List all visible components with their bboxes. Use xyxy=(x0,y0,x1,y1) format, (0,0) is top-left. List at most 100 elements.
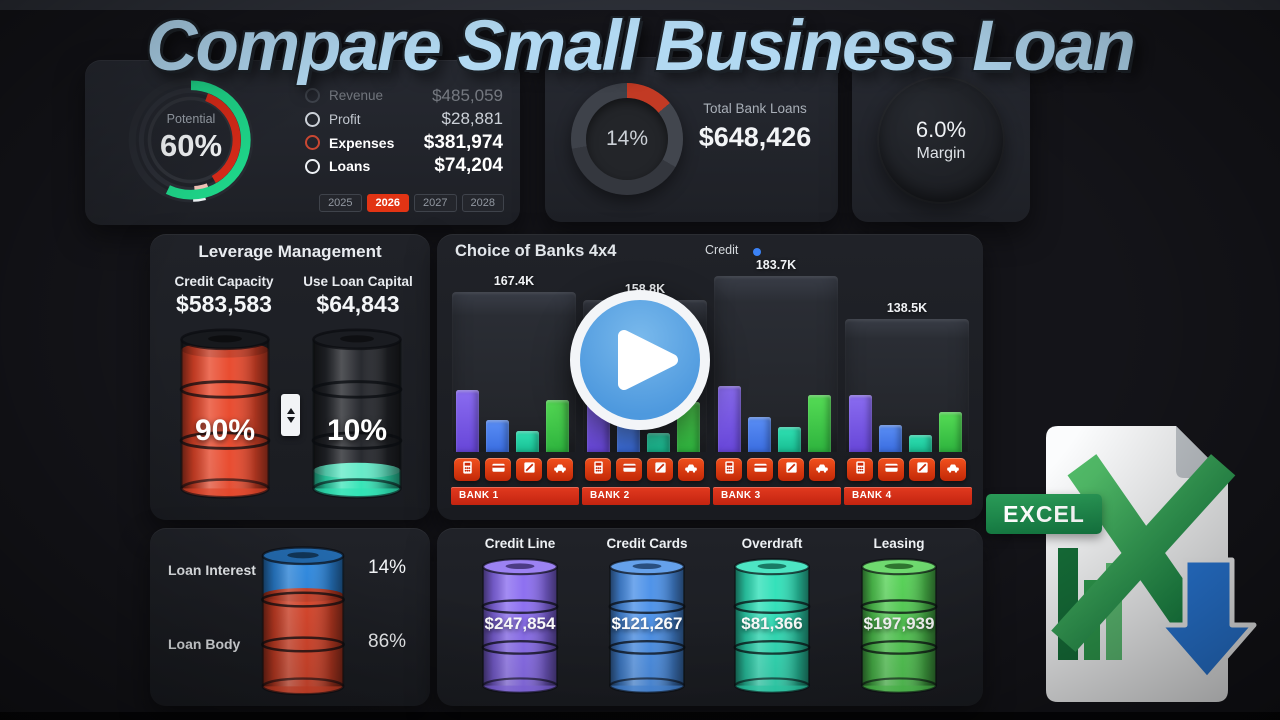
year-button-2026[interactable]: 2026 xyxy=(366,194,410,212)
legend-row-expenses[interactable]: Expenses $381,974 xyxy=(305,131,503,155)
calculator-icon-button[interactable] xyxy=(716,458,742,481)
legend-label: Expenses xyxy=(329,134,395,151)
credit-capacity-barrel: 90% xyxy=(172,326,278,504)
car-icon xyxy=(552,460,568,480)
excel-download-graphic: EXCEL xyxy=(980,420,1280,717)
loans-donut-chart: 14% xyxy=(571,83,683,195)
calculator-icon xyxy=(722,460,737,480)
credit-card-icon xyxy=(491,460,506,480)
credit-bar-value: 167.4K xyxy=(493,274,535,288)
percent-icon-button[interactable] xyxy=(909,458,935,481)
bank-group-1: 167.4K BANK 1 xyxy=(451,234,579,510)
credit-bar-value: 138.5K xyxy=(886,301,928,315)
stepper-down-icon[interactable] xyxy=(286,416,295,427)
loans-value: $648,426 xyxy=(698,122,812,152)
calculator-icon xyxy=(853,460,868,480)
leverage-title: Leverage Management xyxy=(198,242,382,261)
car-icon-button[interactable] xyxy=(678,458,704,481)
legend-value: $381,974 xyxy=(423,131,503,153)
loan-interest-value: 14% xyxy=(368,557,407,578)
credit-bar-value: 183.7K xyxy=(755,258,797,272)
calculator-icon-button[interactable] xyxy=(847,458,873,481)
car-icon xyxy=(683,460,699,480)
sub-bar-purple xyxy=(718,386,741,452)
year-button-2027[interactable]: 2027 xyxy=(414,194,457,212)
percent-icon xyxy=(915,460,930,480)
calculator-icon xyxy=(591,460,606,480)
legend-row-loans[interactable]: Loans $74,204 xyxy=(305,155,503,179)
margin-label: Margin xyxy=(916,145,966,162)
bank-group-3: 183.7K BANK 3 xyxy=(713,234,841,510)
car-icon-button[interactable] xyxy=(940,458,966,481)
percent-icon-button[interactable] xyxy=(778,458,804,481)
banks-chart-title: Choice of Banks 4x4 xyxy=(455,242,617,260)
donut-percent: 14% xyxy=(605,127,649,150)
car-icon-button[interactable] xyxy=(809,458,835,481)
bank-bar-chart: 167.4K BANK 1 158.8K BANK 2 183.7K BANK … xyxy=(437,234,983,520)
credit-card-icon-button[interactable] xyxy=(616,458,642,481)
percent-icon-button[interactable] xyxy=(647,458,673,481)
credit-card-icon xyxy=(622,460,637,480)
loan-interest-panel: Loan Interest 14% Loan Body 86% xyxy=(150,528,430,706)
sub-bar-green xyxy=(939,412,962,452)
product-label: Credit Cards xyxy=(606,536,688,551)
product-value: $81,366 xyxy=(741,614,803,633)
use-loan-capital-barrel: 10% xyxy=(304,326,410,504)
percent-icon-button[interactable] xyxy=(516,458,542,481)
top-strip xyxy=(0,0,1280,10)
product-value: $247,854 xyxy=(484,614,556,633)
use-loan-capital-label: Use Loan Capital xyxy=(303,274,413,289)
credit-card-icon-button[interactable] xyxy=(747,458,773,481)
legend-label: Profit xyxy=(329,111,361,127)
loans-text: Total Bank Loans $648,426 xyxy=(679,101,831,153)
loan-body-value: 86% xyxy=(368,631,407,652)
potential-gauge xyxy=(128,77,254,203)
car-icon-button[interactable] xyxy=(547,458,573,481)
product-label: Leasing xyxy=(873,536,925,551)
product-value: $197,939 xyxy=(863,614,935,633)
loan-products-panel: Credit Line $247,854 Credit Cards $121,26… xyxy=(437,528,983,706)
sub-bar-blue xyxy=(879,425,902,452)
sub-bar-teal xyxy=(778,427,801,452)
percent-stepper[interactable] xyxy=(281,394,300,436)
credit-card-icon-button[interactable] xyxy=(878,458,904,481)
legend-row-revenue[interactable]: Revenue $485,059 xyxy=(305,84,503,108)
leverage-panel: Leverage Management Credit Capacity $583… xyxy=(150,234,430,520)
percent-icon xyxy=(522,460,537,480)
barrel-graphic xyxy=(179,328,271,499)
loan-interest-label: Loan Interest xyxy=(168,562,256,578)
bank-category-bar[interactable]: BANK 2 xyxy=(582,487,710,505)
legend-label: Revenue xyxy=(329,88,384,104)
margin-circle: 6.0% Margin xyxy=(877,76,1005,204)
credit-capacity-percent: 90% xyxy=(194,414,256,447)
loans-label: Total Bank Loans xyxy=(703,101,807,116)
product-label: Overdraft xyxy=(741,536,803,551)
video-title: Compare Small Business Loan xyxy=(146,7,1136,86)
bank-category-bar[interactable]: BANK 4 xyxy=(844,487,972,505)
product-item-2: Credit Cards $121,267 xyxy=(585,528,709,706)
sub-bar-green xyxy=(546,400,569,452)
barrel-graphic xyxy=(261,546,345,696)
calculator-icon-button[interactable] xyxy=(585,458,611,481)
bank-category-bar[interactable]: BANK 3 xyxy=(713,487,841,505)
sub-bar-purple xyxy=(456,390,479,452)
year-button-2025[interactable]: 2025 xyxy=(319,194,362,212)
year-button-2028[interactable]: 2028 xyxy=(461,194,504,212)
legend-circle-icon xyxy=(305,111,320,127)
percent-icon xyxy=(784,460,799,480)
excel-file-icon xyxy=(1046,426,1257,702)
play-button[interactable] xyxy=(570,290,710,430)
sub-bar-purple xyxy=(849,395,872,452)
legend-circle-icon xyxy=(305,135,320,151)
legend-row-profit[interactable]: Profit $28,881 xyxy=(305,108,503,132)
year-selector: 2025 2026 2027 2028 xyxy=(319,194,504,212)
play-icon xyxy=(618,330,678,390)
excel-badge: EXCEL xyxy=(986,494,1102,534)
stepper-up-icon[interactable] xyxy=(286,404,295,414)
calculator-icon-button[interactable] xyxy=(454,458,480,481)
credit-card-icon-button[interactable] xyxy=(485,458,511,481)
bank-category-bar[interactable]: BANK 1 xyxy=(451,487,579,505)
product-item-1: Credit Line $247,854 xyxy=(458,528,582,706)
product-barrel xyxy=(475,556,565,698)
